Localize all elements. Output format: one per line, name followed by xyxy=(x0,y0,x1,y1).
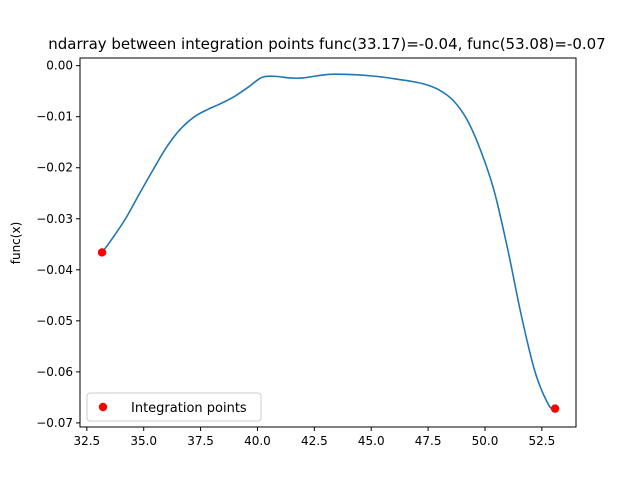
y-tick-label: −0.03 xyxy=(36,212,73,226)
x-tick-label: 45.0 xyxy=(358,434,385,448)
integration-point xyxy=(550,404,560,413)
x-tick-label: 47.5 xyxy=(415,434,442,448)
legend-label: Integration points xyxy=(131,401,247,416)
y-tick-label: 0.00 xyxy=(46,59,73,73)
y-tick-label: −0.02 xyxy=(36,161,73,175)
legend-marker xyxy=(98,402,108,412)
y-tick-label: −0.04 xyxy=(36,263,73,277)
integration-point xyxy=(97,248,107,257)
y-axis: 0.00 −0.01 −0.02 −0.03 −0.04 −0.05 −0.06 −0.07 xyxy=(36,59,80,430)
x-tick-label: 50.0 xyxy=(472,434,499,448)
x-tick-label: 37.5 xyxy=(187,434,214,448)
y-tick-label: −0.05 xyxy=(36,314,73,328)
x-tick-label: 42.5 xyxy=(301,434,328,448)
plot-frame xyxy=(79,57,577,428)
x-tick-label: 35.0 xyxy=(130,434,157,448)
x-axis: 32.5 35.0 37.5 40.0 42.5 45.0 47.5 50.0 52.5 xyxy=(73,427,555,448)
x-tick-label: 40.0 xyxy=(244,434,271,448)
legend-box xyxy=(86,392,262,422)
y-tick-label: −0.07 xyxy=(36,416,73,430)
func-line xyxy=(101,73,556,410)
y-tick-label: −0.01 xyxy=(36,110,73,124)
legend: Integration points xyxy=(86,392,262,422)
x-tick-label: 32.5 xyxy=(73,434,100,448)
plot-area xyxy=(97,73,560,413)
y-axis-label: func(x) xyxy=(9,222,23,265)
x-tick-label: 52.5 xyxy=(529,434,556,448)
chart-title: ndarray between integration points func(… xyxy=(48,35,605,53)
y-tick-label: −0.06 xyxy=(36,365,73,379)
